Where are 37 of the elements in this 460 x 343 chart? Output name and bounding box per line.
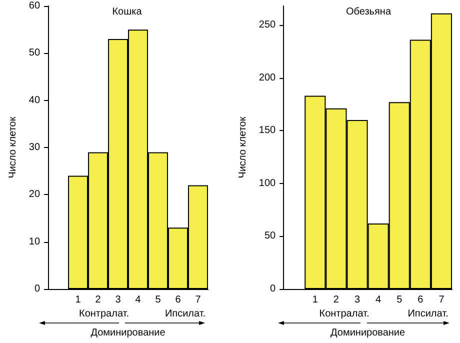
y-tick-label: 0 [34, 284, 40, 294]
y-tick-label: 0 [270, 284, 276, 294]
y-tick-label: 50 [264, 230, 276, 242]
y-axis-title: Число клеток [238, 116, 248, 178]
text: Ипсилат. [408, 308, 448, 320]
text: Контралат. [319, 308, 370, 320]
x-tick-label: 1 [75, 294, 82, 306]
chart-title: Обезьяна [346, 6, 392, 18]
x-tick-label: 3 [115, 294, 122, 306]
x-tick-label: 3 [354, 294, 360, 306]
x-tick-label: 6 [418, 294, 424, 306]
x-tick-label: 7 [195, 294, 202, 306]
x-tick-label: 6 [175, 294, 182, 306]
x-tick-label: 1 [312, 294, 318, 306]
y-tick-label: 40 [28, 94, 40, 106]
x-tick-label: 4 [135, 294, 142, 306]
y-tick-label: 100 [258, 178, 276, 189]
y-tick-label: 250 [258, 20, 276, 31]
y-tick-label: 30 [28, 142, 40, 153]
x-tick-label: 5 [396, 294, 403, 306]
text: Ипсилат. [164, 308, 206, 320]
y-tick-label: 60 [28, 0, 40, 12]
y-tick-label: 10 [28, 236, 40, 248]
y-axis-title: Число клеток [8, 116, 18, 178]
x-axis-title: Доминирование [330, 328, 406, 338]
text: Контралат. [78, 308, 130, 320]
y-tick-label: 150 [258, 125, 276, 136]
y-tick-label: 20 [28, 189, 40, 200]
y-tick-label: 200 [258, 72, 276, 84]
x-axis-title: Доминирование [90, 328, 166, 338]
x-tick-label: 4 [376, 294, 382, 306]
chart-title: Кошка [112, 6, 142, 18]
x-tick-label: 7 [438, 294, 445, 306]
x-tick-label: 5 [155, 294, 162, 306]
x-tick-label: 2 [95, 294, 102, 306]
y-tick-label: 50 [28, 48, 40, 59]
x-tick-label: 2 [333, 294, 340, 306]
